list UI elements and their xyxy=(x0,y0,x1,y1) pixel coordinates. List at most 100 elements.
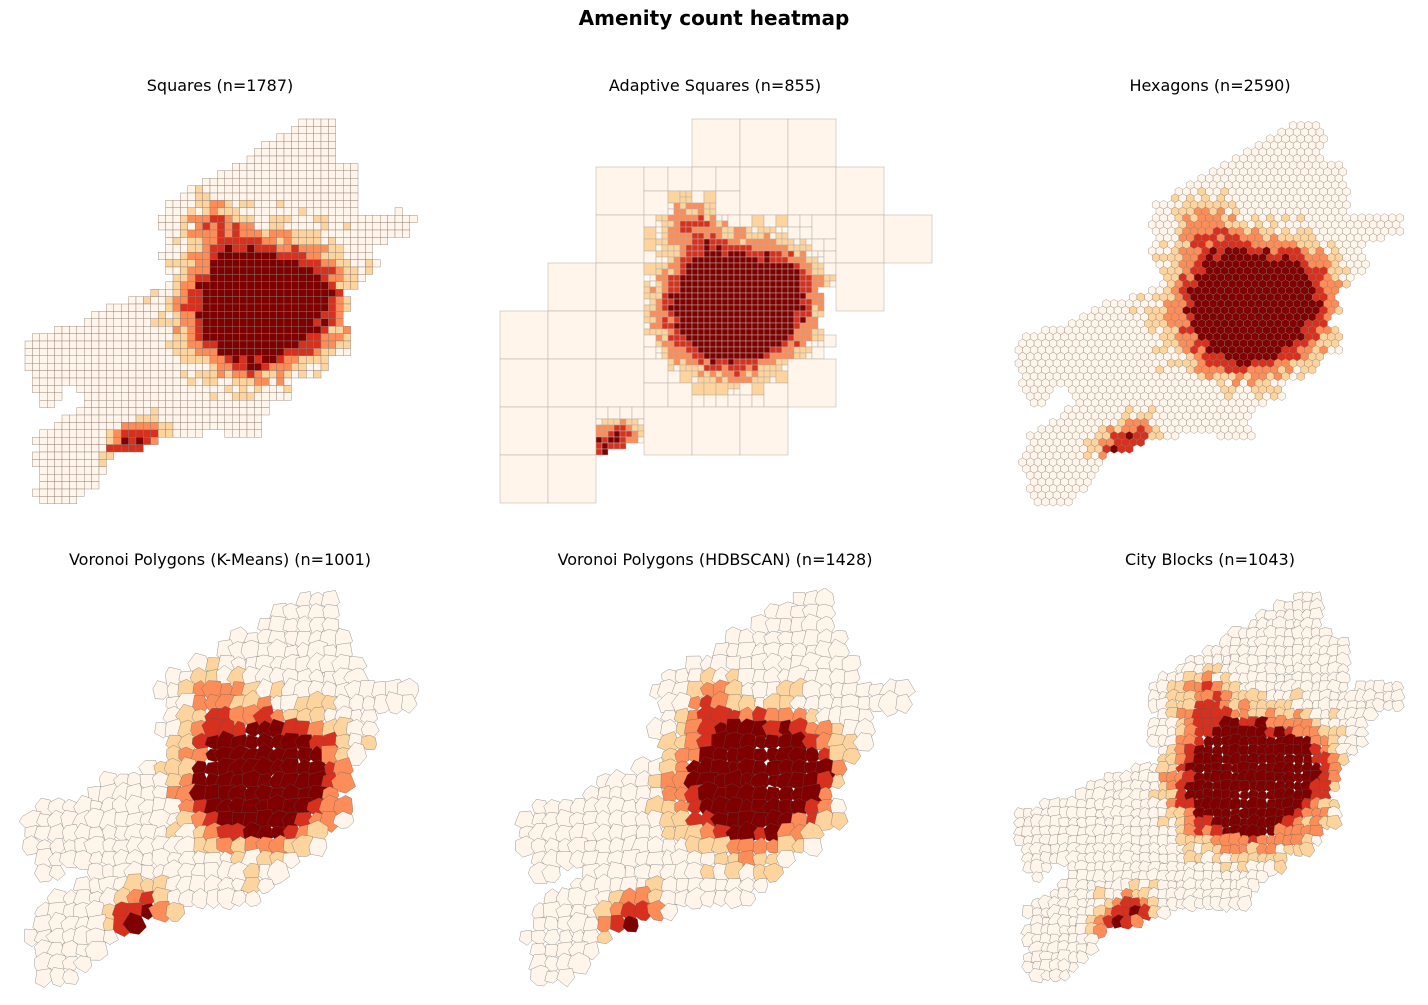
heatmap-cell xyxy=(217,333,225,342)
heatmap-cell xyxy=(751,340,759,348)
heatmap-cell xyxy=(793,346,801,354)
heatmap-cell xyxy=(745,298,753,306)
heatmap-cell xyxy=(769,274,777,282)
heatmap-cell xyxy=(231,400,240,408)
heatmap-cell xyxy=(83,333,92,342)
heatmap-cell xyxy=(298,288,307,297)
heatmap-cell xyxy=(787,286,795,294)
heatmap-cell xyxy=(673,208,681,216)
heatmap-cell xyxy=(83,355,92,364)
heatmap-cell xyxy=(335,170,344,179)
heatmap-cell xyxy=(261,141,270,149)
heatmap-cell xyxy=(313,229,322,238)
heatmap-cell xyxy=(667,292,675,300)
heatmap-cell xyxy=(320,148,329,157)
heatmap-cell xyxy=(781,232,789,240)
heatmap-cell xyxy=(157,333,166,342)
heatmap-cell xyxy=(283,303,292,312)
heatmap-cell xyxy=(721,364,729,372)
heatmap-cell xyxy=(544,970,562,984)
heatmap-cell xyxy=(298,192,307,201)
heatmap-cell xyxy=(135,362,144,371)
heatmap-cell xyxy=(709,334,717,342)
heatmap-cell xyxy=(745,334,753,342)
heatmap-cell xyxy=(76,385,85,393)
heatmap-cell xyxy=(135,407,144,416)
heatmap-cell xyxy=(276,274,285,282)
heatmap-cell xyxy=(830,797,847,816)
heatmap-cell xyxy=(62,968,80,985)
heatmap-cell xyxy=(239,348,248,356)
heatmap-cell xyxy=(715,346,723,354)
heatmap-cell xyxy=(106,392,115,401)
heatmap-cell xyxy=(98,437,107,445)
heatmap-cell xyxy=(32,437,41,445)
heatmap-cell xyxy=(172,392,181,401)
heatmap-cell xyxy=(727,340,735,348)
heatmap-cell xyxy=(194,296,203,305)
heatmap-cell xyxy=(83,451,92,460)
heatmap-cell xyxy=(32,377,41,386)
heatmap-cell xyxy=(733,370,741,378)
heatmap-cell xyxy=(331,771,356,794)
heatmap-cell xyxy=(697,322,705,330)
heatmap-cell xyxy=(157,214,166,223)
heatmap-cell xyxy=(245,890,262,907)
heatmap-cell xyxy=(239,392,248,401)
heatmap-cell xyxy=(202,348,211,356)
heatmap-cell xyxy=(703,304,711,312)
heatmap-cell xyxy=(667,256,675,264)
heatmap-cell xyxy=(298,244,307,253)
heatmap-cell xyxy=(187,200,196,209)
heatmap-cell xyxy=(757,232,765,240)
heatmap-cell xyxy=(231,429,240,438)
heatmap-cell xyxy=(224,237,233,246)
heatmap-cell xyxy=(47,392,55,401)
heatmap-cell xyxy=(209,207,218,216)
heatmap-cell xyxy=(715,166,741,192)
heatmap-cell xyxy=(209,407,218,416)
heatmap-cell xyxy=(357,266,366,275)
heatmap-cell xyxy=(194,229,203,238)
heatmap-cell xyxy=(306,266,314,275)
heatmap-cell xyxy=(739,406,789,456)
heatmap-cell xyxy=(757,226,765,234)
heatmap-cell xyxy=(269,325,277,334)
heatmap-cell xyxy=(128,422,137,430)
heatmap-cell xyxy=(769,376,777,384)
heatmap-cell xyxy=(715,394,729,408)
heatmap-cell xyxy=(745,262,753,270)
heatmap-cell xyxy=(703,376,711,384)
heatmap-cell xyxy=(793,274,801,282)
heatmap-cell xyxy=(98,414,107,423)
heatmap-cell xyxy=(661,346,669,354)
heatmap-cell xyxy=(254,296,262,305)
heatmap-cell xyxy=(217,392,225,401)
heatmap-cell xyxy=(733,328,741,336)
heatmap-cell xyxy=(269,355,277,364)
heatmap-cell xyxy=(150,414,159,423)
heatmap-cell xyxy=(209,214,218,223)
heatmap-cell xyxy=(757,346,765,354)
heatmap-cell xyxy=(697,316,705,324)
heatmap-cell xyxy=(763,370,771,378)
heatmap-cell xyxy=(128,303,137,312)
heatmap-cell xyxy=(217,274,225,282)
heatmap-cell xyxy=(76,348,85,356)
heatmap-cell xyxy=(328,148,336,157)
heatmap-cell xyxy=(261,407,270,416)
heatmap-cell xyxy=(283,214,292,223)
heatmap-cell xyxy=(313,288,322,297)
heatmap-cell xyxy=(667,250,675,258)
heatmap-cell xyxy=(1326,814,1343,830)
heatmap-cell xyxy=(343,266,351,275)
heatmap-cell xyxy=(194,200,203,209)
heatmap-cell xyxy=(751,310,759,318)
heatmap-cell xyxy=(709,376,717,384)
heatmap-cell xyxy=(239,281,248,290)
heatmap-cell xyxy=(246,429,255,438)
heatmap-cell xyxy=(595,214,645,264)
heatmap-cell xyxy=(276,311,285,319)
heatmap-cell xyxy=(282,852,301,869)
heatmap-cell xyxy=(1037,398,1046,408)
